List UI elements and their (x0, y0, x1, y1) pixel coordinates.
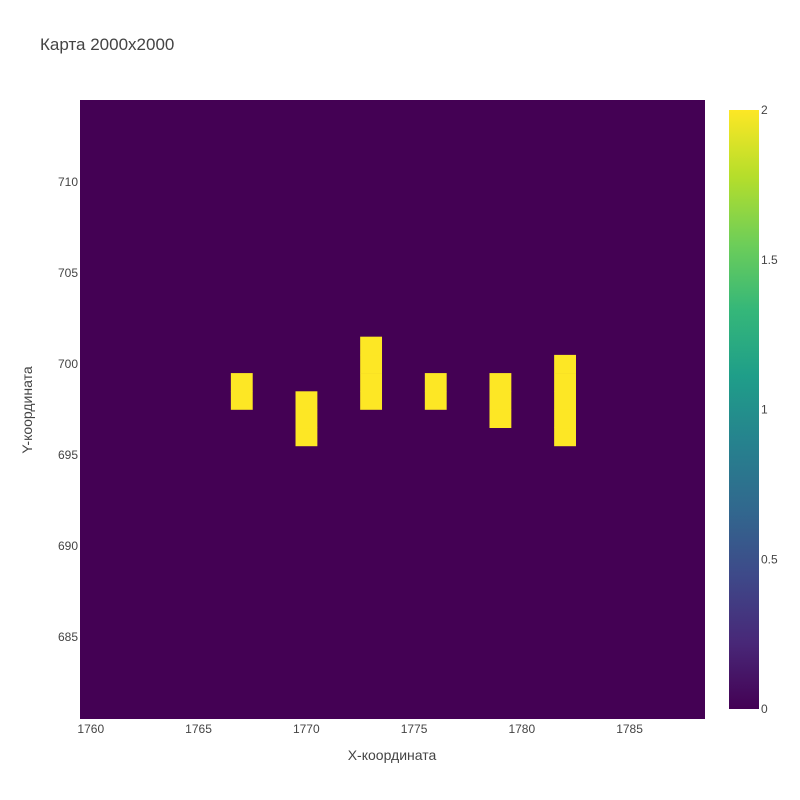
heatmap-cell-1776-698[interactable] (424, 391, 447, 410)
x-tick-label: 1785 (616, 722, 643, 736)
colorbar-ticks: 0 0.5 1 1.5 2 (761, 103, 778, 716)
colorbar-tick-label: 1.5 (761, 253, 778, 267)
y-tick-label: 685 (58, 630, 78, 644)
y-tick-label: 700 (58, 357, 78, 371)
colorbar-tick-label: 0 (761, 702, 768, 716)
colorbar-tick-label: 0.5 (761, 552, 778, 566)
heatmap-cell-1779-697[interactable] (489, 409, 512, 429)
x-axis-ticks: 1760 1765 1770 1775 1780 1785 (77, 722, 643, 736)
heatmap-cell-1773-698[interactable] (360, 391, 383, 410)
y-axis-label: Y-координата (19, 366, 35, 453)
heatmap-cell-1773-699[interactable] (360, 373, 383, 392)
colorbar-tick-label: 2 (761, 103, 768, 117)
heatmap-cell-1767-699[interactable] (230, 373, 253, 392)
y-tick-label: 710 (58, 175, 78, 189)
heatmap-cell-1782-700[interactable] (554, 354, 576, 374)
x-axis-label: X-координата (348, 747, 437, 763)
x-tick-label: 1775 (401, 722, 428, 736)
x-tick-label: 1770 (293, 722, 320, 736)
heatmap-cell-1770-698[interactable] (295, 391, 318, 410)
x-tick-label: 1760 (77, 722, 104, 736)
heatmap-cell-1782-696[interactable] (554, 427, 576, 447)
heatmap-cell-1773-701[interactable] (360, 336, 383, 356)
colorbar (729, 110, 759, 709)
x-tick-label: 1765 (185, 722, 212, 736)
y-tick-label: 695 (58, 448, 78, 462)
y-tick-label: 690 (58, 539, 78, 553)
x-tick-label: 1780 (508, 722, 535, 736)
heatmap-cell-1782-698[interactable] (554, 391, 576, 410)
heatmap-cell-1779-698[interactable] (489, 391, 512, 410)
heatmap-cell-1767-698[interactable] (230, 391, 253, 410)
heatmap-cell-1779-699[interactable] (489, 373, 512, 392)
heatmap-cell-1770-697[interactable] (295, 409, 318, 429)
heatmap-cells (230, 336, 576, 447)
plot-area[interactable] (80, 100, 705, 719)
chart-title: Карта 2000x2000 (40, 35, 174, 54)
heatmap-cell-1776-699[interactable] (424, 373, 447, 392)
colorbar-tick-label: 1 (761, 403, 768, 417)
heatmap-cell-1782-699[interactable] (554, 373, 576, 392)
heatmap-cell-1770-696[interactable] (295, 427, 318, 447)
y-tick-label: 705 (58, 266, 78, 280)
y-axis-ticks: 685 690 695 700 705 710 (58, 175, 78, 644)
heatmap-cell-1782-697[interactable] (554, 409, 576, 429)
heatmap-cell-1773-700[interactable] (360, 354, 383, 374)
